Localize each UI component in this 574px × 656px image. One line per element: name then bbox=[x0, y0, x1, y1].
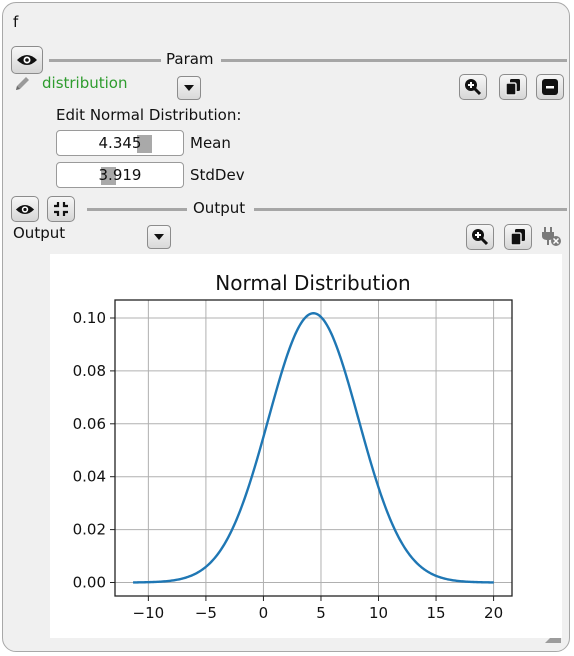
zoom-in-icon bbox=[465, 79, 482, 96]
param-copy-button[interactable] bbox=[499, 74, 527, 100]
param-minimize-button[interactable] bbox=[536, 74, 564, 100]
curve-series-line bbox=[133, 312, 494, 584]
param-rule-left bbox=[49, 59, 161, 62]
mean-slider-field[interactable] bbox=[56, 130, 184, 156]
output-rule-left bbox=[87, 208, 187, 211]
output-copy-button[interactable] bbox=[504, 224, 532, 250]
copy-icon bbox=[510, 229, 525, 246]
plot-area-frame bbox=[114, 299, 513, 597]
chevron-down-icon bbox=[154, 234, 164, 240]
x-tick-label: 5 bbox=[316, 604, 326, 622]
x-tick-label: 0 bbox=[259, 604, 269, 622]
pencil-icon[interactable] bbox=[13, 75, 31, 93]
output-visibility-toggle[interactable] bbox=[11, 196, 39, 222]
param-type-dropdown[interactable] bbox=[177, 76, 201, 100]
zoom-in-icon bbox=[472, 229, 489, 246]
stddev-slider-field[interactable] bbox=[56, 162, 184, 188]
y-tick-label: 0.06 bbox=[73, 415, 106, 433]
node-title: f bbox=[13, 13, 19, 31]
y-tick-label: 0.10 bbox=[73, 309, 106, 327]
param-section-title: Param bbox=[166, 50, 214, 68]
stddev-label: StdDev bbox=[190, 166, 245, 184]
x-tick-label: −10 bbox=[133, 604, 165, 622]
x-tick-label: −5 bbox=[195, 604, 217, 622]
mean-input[interactable] bbox=[57, 131, 183, 155]
chart-title: Normal Distribution bbox=[215, 271, 410, 295]
mean-label: Mean bbox=[190, 134, 231, 152]
param-visibility-toggle[interactable] bbox=[11, 46, 43, 74]
eye-icon bbox=[15, 204, 35, 214]
output-name-label: Output bbox=[13, 224, 66, 242]
x-tick-label: 20 bbox=[484, 604, 503, 622]
y-tick-label: 0.02 bbox=[73, 521, 106, 539]
output-collapse-button[interactable] bbox=[47, 196, 75, 222]
output-plot: −10 −5 0 5 10 15 20 0.00 0.02 0.04 0.06 0.08 0.10 No… bbox=[50, 254, 562, 638]
eye-icon bbox=[17, 55, 37, 65]
y-tick-label: 0.08 bbox=[73, 362, 106, 380]
normal-distribution-chart: −10 −5 0 5 10 15 20 0.00 0.02 0.04 0.06 0.08 0.10 No… bbox=[73, 271, 513, 622]
output-rule-right bbox=[254, 208, 567, 211]
output-type-dropdown[interactable] bbox=[147, 225, 171, 249]
y-tick-label: 0.04 bbox=[73, 468, 106, 486]
collapse-icon bbox=[54, 202, 68, 216]
x-tick-label: 10 bbox=[369, 604, 388, 622]
x-tick-label: 15 bbox=[427, 604, 446, 622]
plug-remove-icon[interactable] bbox=[540, 225, 562, 247]
minimize-icon bbox=[542, 79, 558, 95]
y-tick-label: 0.00 bbox=[73, 574, 106, 592]
chevron-down-icon bbox=[184, 85, 194, 91]
edit-distribution-label: Edit Normal Distribution: bbox=[56, 106, 242, 124]
output-section-title: Output bbox=[193, 199, 246, 217]
output-zoom-button[interactable] bbox=[466, 224, 494, 250]
param-rule-right bbox=[221, 59, 567, 62]
param-name-label: distribution bbox=[42, 74, 128, 92]
copy-icon bbox=[505, 79, 520, 96]
param-zoom-button[interactable] bbox=[459, 74, 487, 100]
stddev-input[interactable] bbox=[57, 163, 183, 187]
